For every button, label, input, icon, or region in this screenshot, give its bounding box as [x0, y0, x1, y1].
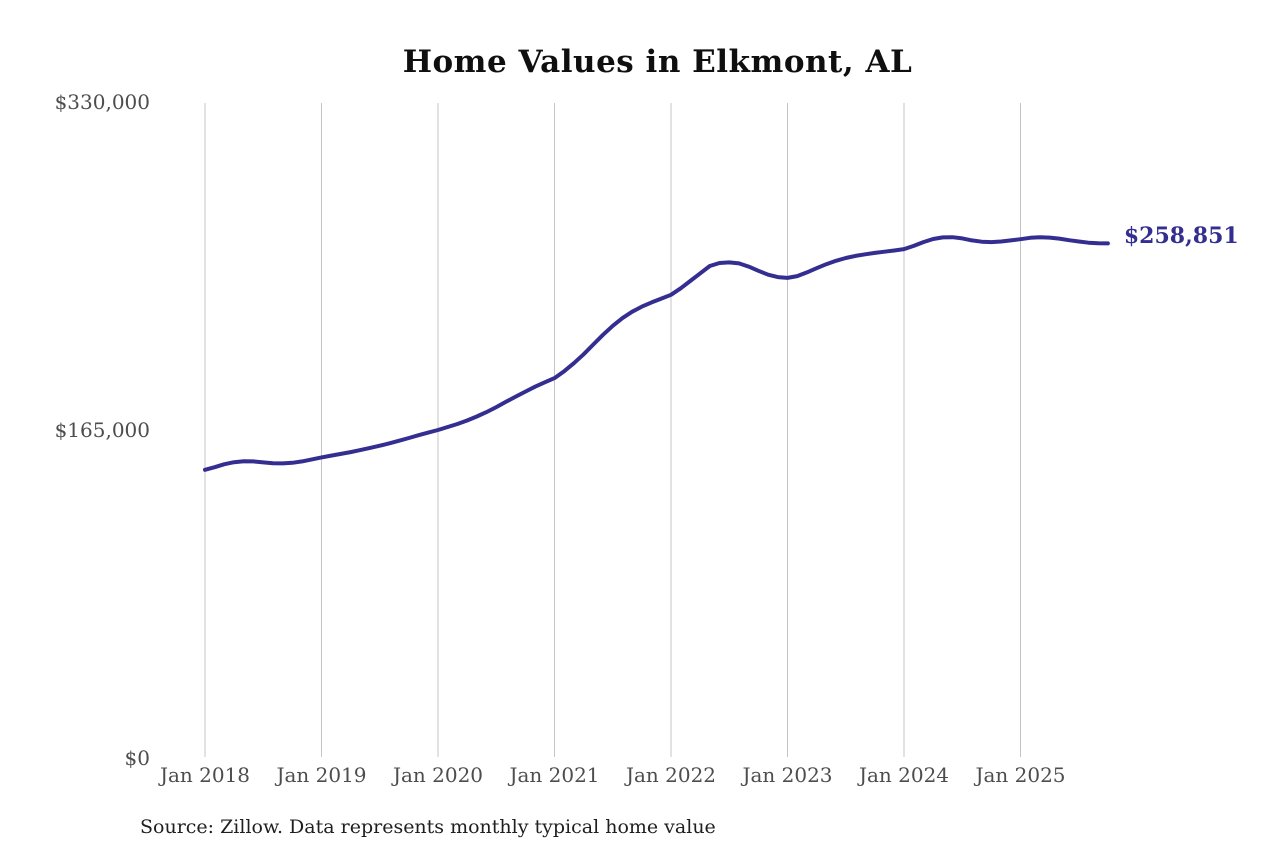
x-tick-label-jan-2024: Jan 2024	[858, 763, 950, 787]
x-tick-label-jan-2018: Jan 2018	[159, 763, 251, 787]
x-tick-label-jan-2025: Jan 2025	[975, 763, 1066, 787]
home-value-line	[203, 235, 1110, 472]
x-tick-label-jan-2021: Jan 2021	[509, 763, 600, 787]
x-tick-label-jan-2020: Jan 2020	[392, 763, 484, 787]
y-tick-label-0: $0	[124, 746, 150, 770]
source-note: Source: Zillow. Data represents monthly …	[140, 816, 716, 838]
x-tick-label-jan-2022: Jan 2022	[625, 763, 717, 787]
x-tick-label-jan-2019: Jan 2019	[276, 763, 367, 787]
y-tick-label-330000: $330,000	[54, 90, 150, 114]
x-tick-label-jan-2023: Jan 2023	[742, 763, 833, 787]
current-value-label: $258,851	[1123, 223, 1239, 250]
chart-title: Home Values in Elkmont, AL	[402, 44, 913, 80]
y-tick-label-165000: $165,000	[54, 418, 150, 442]
